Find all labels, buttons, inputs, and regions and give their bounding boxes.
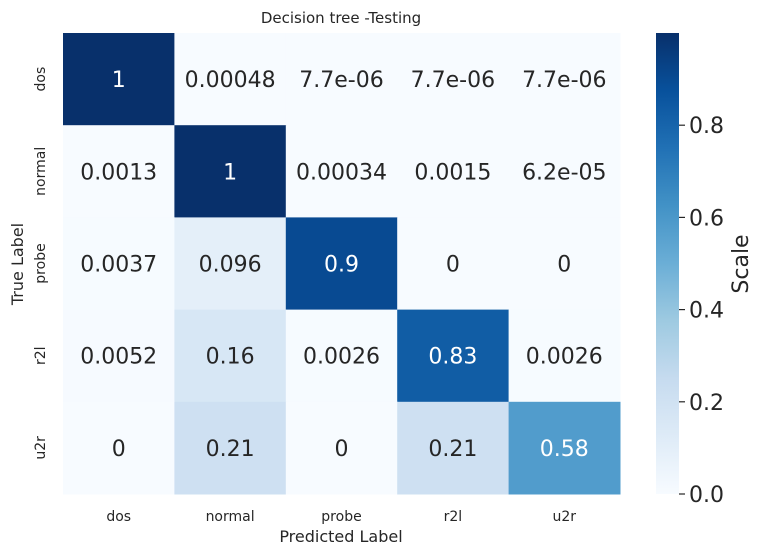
colorbar-tick-label: 0.6 — [689, 206, 724, 231]
cell-value-label: 0 — [446, 253, 460, 278]
heatmap-cell — [63, 309, 175, 403]
cell-value-label: 0 — [335, 437, 349, 462]
heatmap-cell — [174, 33, 287, 126]
colorbar-tick-label: 0.0 — [689, 483, 724, 508]
cell-value-label: 0.0026 — [303, 345, 380, 370]
y-tick-label: probe — [33, 243, 49, 283]
cell-value-label: 7.7e-06 — [299, 68, 383, 93]
heatmap-cell — [285, 33, 398, 126]
cell-value-label: 0.16 — [206, 345, 255, 370]
cell-value-label: 0.83 — [428, 345, 477, 370]
colorbar-tick-label: 0.8 — [689, 114, 724, 139]
cell-value-label: 7.7e-06 — [411, 68, 495, 93]
cell-value-label: 0.096 — [199, 253, 262, 278]
heatmap-cells — [63, 33, 621, 495]
chart-title: Decision tree -Testing — [261, 9, 421, 27]
cell-value-label: 0.21 — [428, 437, 477, 462]
cell-value-label: 1 — [223, 160, 237, 185]
heatmap-cell — [63, 125, 175, 218]
x-tick-label: dos — [106, 509, 131, 525]
heatmap-cell — [174, 217, 287, 311]
x-tick-label: probe — [321, 509, 361, 525]
cell-value-label: 0.0013 — [80, 160, 157, 185]
x-tick-label: u2r — [553, 509, 577, 525]
heatmap-cell — [285, 401, 398, 495]
heatmap-cell — [174, 309, 287, 403]
heatmap-cell — [63, 401, 175, 495]
cell-value-label: 0 — [557, 253, 571, 278]
x-axis-label: Predicted Label — [279, 527, 402, 546]
heatmap-cell — [174, 125, 287, 218]
heatmap-annotations: 1 0.00048 7.7e-06 7.7e-06 7.7e-06 0.0013 1 0.00… — [80, 68, 606, 462]
heatmap-cell — [508, 401, 621, 495]
colorbar-ticks: 0.0 0.2 0.4 0.6 0.8 — [679, 114, 724, 508]
cell-value-label: 0 — [112, 437, 126, 462]
y-tick-label: r2l — [33, 346, 49, 365]
cell-value-label: 0.00034 — [296, 160, 387, 185]
cell-value-label: 0.21 — [206, 437, 255, 462]
y-tick-label: normal — [33, 147, 49, 196]
cell-value-label: 0.0015 — [414, 160, 491, 185]
heatmap-cell — [397, 401, 510, 495]
heatmap-cell — [285, 217, 398, 311]
heatmap-cell — [285, 125, 398, 218]
x-tick-label: r2l — [444, 509, 463, 525]
heatmap-cell — [508, 217, 621, 311]
cell-value-label: 6.2e-05 — [522, 160, 606, 185]
cell-value-label: 7.7e-06 — [522, 68, 606, 93]
heatmap-cell — [397, 33, 510, 126]
y-tick-labels: dos normal probe r2l u2r — [33, 67, 49, 460]
cell-value-label: 0.0052 — [80, 345, 157, 370]
colorbar-tick-label: 0.4 — [689, 299, 724, 324]
heatmap-cell — [397, 217, 510, 311]
heatmap-cell — [63, 33, 175, 126]
colorbar-label: Scale — [729, 234, 754, 293]
y-tick-label: dos — [33, 67, 49, 92]
cell-value-label: 0.0037 — [80, 253, 157, 278]
heatmap-cell — [285, 309, 398, 403]
cell-value-label: 0.0026 — [526, 345, 603, 370]
heatmap-cell — [174, 401, 287, 495]
cell-value-label: 0.58 — [540, 437, 589, 462]
y-tick-label: u2r — [33, 436, 49, 460]
heatmap-cell — [397, 125, 510, 218]
heatmap-cell — [397, 309, 510, 403]
y-axis-label: True Label — [8, 223, 27, 306]
colorbar — [656, 33, 679, 494]
cell-value-label: 1 — [112, 68, 126, 93]
heatmap-cell — [508, 309, 621, 403]
x-tick-labels: dos normal probe r2l u2r — [106, 509, 576, 525]
colorbar-tick-label: 0.2 — [689, 391, 724, 416]
heatmap-cell — [508, 33, 621, 126]
heatmap-cell — [63, 217, 175, 311]
heatmap-cell — [508, 125, 621, 218]
x-tick-label: normal — [206, 509, 255, 525]
cell-value-label: 0.00048 — [185, 68, 276, 93]
cell-value-label: 0.9 — [324, 253, 359, 278]
